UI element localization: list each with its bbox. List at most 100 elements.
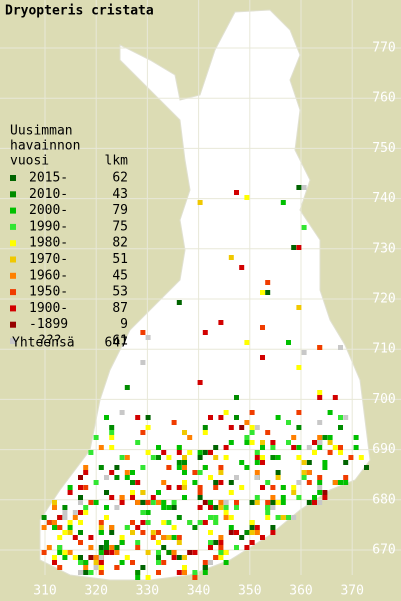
observation-square (338, 425, 343, 430)
observation-square (234, 530, 239, 535)
observation-square (218, 550, 224, 555)
observation-square (62, 550, 68, 555)
observation-square (176, 485, 182, 490)
observation-square (187, 520, 193, 525)
observation-square (208, 530, 213, 535)
observation-square (265, 510, 271, 515)
observation-square (260, 460, 265, 465)
legend-count: 87 (112, 301, 128, 316)
observation-square (317, 475, 323, 480)
observation-square (114, 475, 120, 480)
observation-square (150, 495, 156, 500)
observation-square (270, 525, 276, 530)
observation-square (104, 475, 109, 480)
observation-square (88, 545, 94, 550)
legend-label: -1899 (29, 317, 68, 332)
observation-square (78, 485, 83, 490)
legend-swatch (10, 338, 16, 344)
observation-square (109, 470, 115, 475)
observation-square (124, 385, 130, 390)
observation-square (223, 500, 229, 505)
observation-square (161, 505, 167, 510)
observation-square (301, 470, 307, 475)
legend-label: ??? (38, 334, 61, 349)
observation-square (67, 550, 73, 555)
observation-square (213, 485, 219, 490)
observation-square (244, 195, 250, 200)
observation-square (78, 475, 83, 480)
observation-square (228, 440, 234, 445)
observation-square (317, 420, 323, 425)
observation-square (124, 525, 130, 530)
observation-square (41, 515, 47, 520)
observation-square (67, 530, 73, 535)
observation-square (62, 505, 68, 510)
observation-square (327, 410, 333, 415)
observation-square (156, 570, 161, 575)
observation-square (135, 500, 141, 505)
observation-square (156, 530, 161, 535)
observation-square (83, 470, 89, 475)
observation-square (202, 330, 208, 335)
total-count: 647 (105, 336, 128, 351)
observation-square (223, 510, 229, 515)
observation-square (228, 530, 234, 535)
legend-heading: vuosi (10, 154, 49, 169)
observation-square (291, 515, 297, 520)
observation-square (218, 505, 224, 510)
legend-count: 43 (112, 187, 128, 202)
observation-square (260, 535, 265, 540)
observation-square (182, 555, 187, 560)
observation-square (156, 550, 161, 555)
observation-square (109, 525, 115, 530)
observation-square (176, 570, 182, 575)
observation-square (150, 535, 156, 540)
total-label: Yhteensä (12, 336, 75, 351)
observation-square (244, 465, 250, 470)
observation-square (348, 455, 354, 460)
observation-square (208, 515, 213, 520)
observation-square (296, 305, 302, 310)
observation-square (109, 430, 115, 435)
observation-square (265, 280, 271, 285)
observation-square (208, 450, 213, 455)
observation-square (249, 410, 255, 415)
observation-square (88, 500, 94, 505)
observation-square (322, 435, 328, 440)
observation-square (83, 485, 89, 490)
legend-label: 1980- (29, 236, 68, 251)
observation-square (46, 545, 52, 550)
observation-square (208, 415, 213, 420)
observation-square (145, 335, 151, 340)
observation-square (270, 500, 276, 505)
observation-square (327, 435, 333, 440)
legend-swatch (10, 175, 16, 181)
observation-square (135, 525, 141, 530)
observation-square (93, 555, 99, 560)
observation-square (291, 485, 297, 490)
observation-square (270, 505, 276, 510)
observation-square (156, 455, 161, 460)
x-tick-label: 360 (289, 584, 312, 599)
observation-square (57, 550, 63, 555)
observation-square (317, 445, 323, 450)
observation-square (197, 490, 203, 495)
observation-square (52, 505, 57, 510)
observation-square (218, 470, 224, 475)
observation-square (202, 570, 208, 575)
observation-square (156, 490, 161, 495)
observation-square (72, 555, 78, 560)
observation-square (145, 520, 151, 525)
observation-square (317, 485, 323, 490)
observation-square (176, 555, 182, 560)
observation-square (254, 495, 260, 500)
observation-square (275, 475, 281, 480)
observation-square (208, 500, 213, 505)
observation-square (192, 575, 198, 580)
observation-square (109, 445, 115, 450)
observation-square (166, 465, 172, 470)
observation-square (275, 455, 281, 460)
observation-square (72, 535, 78, 540)
observation-square (156, 560, 161, 565)
observation-square (306, 460, 312, 465)
